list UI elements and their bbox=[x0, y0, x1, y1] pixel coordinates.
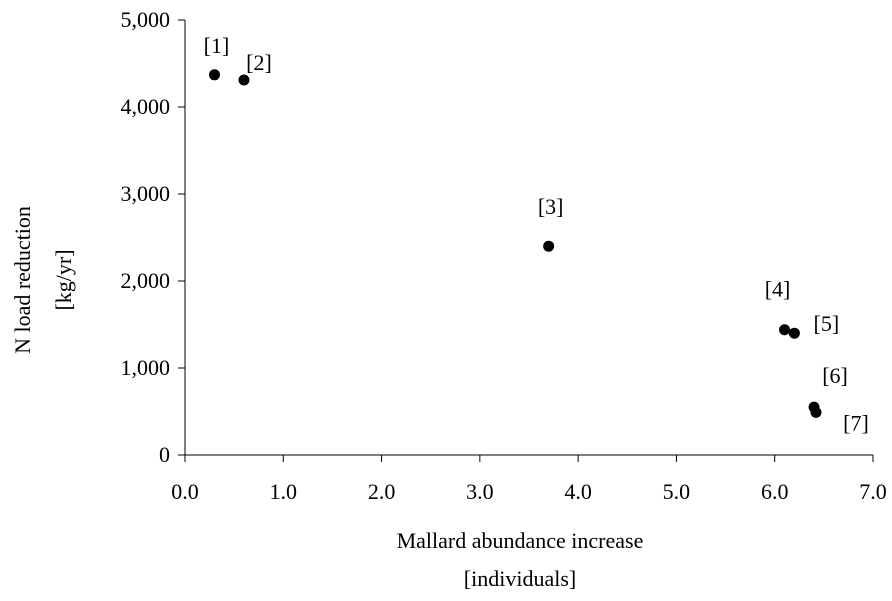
point-label: [3] bbox=[538, 194, 564, 219]
x-tick-label: 3.0 bbox=[466, 479, 494, 504]
x-tick-label: 1.0 bbox=[270, 479, 298, 504]
y-tick-label: 2,000 bbox=[121, 268, 171, 293]
x-tick-label: 6.0 bbox=[761, 479, 789, 504]
x-tick-label: 7.0 bbox=[859, 479, 887, 504]
y-axis-unit: [kg/yr] bbox=[51, 249, 76, 310]
axes bbox=[184, 20, 873, 456]
point-label: [4] bbox=[765, 277, 791, 302]
point-label: [7] bbox=[843, 410, 869, 435]
y-axis-title: N load reduction bbox=[10, 206, 35, 354]
y-tick-label: 0 bbox=[159, 442, 170, 467]
y-tick-label: 1,000 bbox=[121, 355, 171, 380]
x-axis-unit: [individuals] bbox=[464, 566, 576, 591]
y-tick-label: 5,000 bbox=[121, 7, 171, 32]
data-point bbox=[238, 74, 250, 86]
point-label: [5] bbox=[814, 311, 840, 336]
y-tick-label: 3,000 bbox=[121, 181, 171, 206]
data-point bbox=[543, 240, 555, 252]
x-tick-label: 4.0 bbox=[564, 479, 592, 504]
data-point bbox=[779, 324, 791, 336]
x-tick-label: 0.0 bbox=[171, 479, 199, 504]
data-point bbox=[810, 406, 822, 418]
x-tick-label: 2.0 bbox=[368, 479, 396, 504]
y-tick-label: 4,000 bbox=[121, 94, 171, 119]
point-label: [1] bbox=[204, 33, 230, 58]
point-label: [6] bbox=[822, 363, 848, 388]
x-tick-label: 5.0 bbox=[663, 479, 691, 504]
data-points bbox=[208, 69, 822, 418]
y-axis-ticks: 0 1,000 2,000 3,000 4,000 5,000 bbox=[121, 7, 185, 467]
x-axis-title: Mallard abundance increase bbox=[397, 528, 644, 553]
point-label: [2] bbox=[246, 50, 272, 75]
data-point bbox=[208, 69, 220, 81]
x-axis-ticks: 0.0 1.0 2.0 3.0 4.0 5.0 6.0 7.0 bbox=[171, 455, 887, 504]
data-point bbox=[788, 327, 800, 339]
point-labels: [1] [2] [3] [4] [5] [6] [7] bbox=[204, 33, 869, 436]
